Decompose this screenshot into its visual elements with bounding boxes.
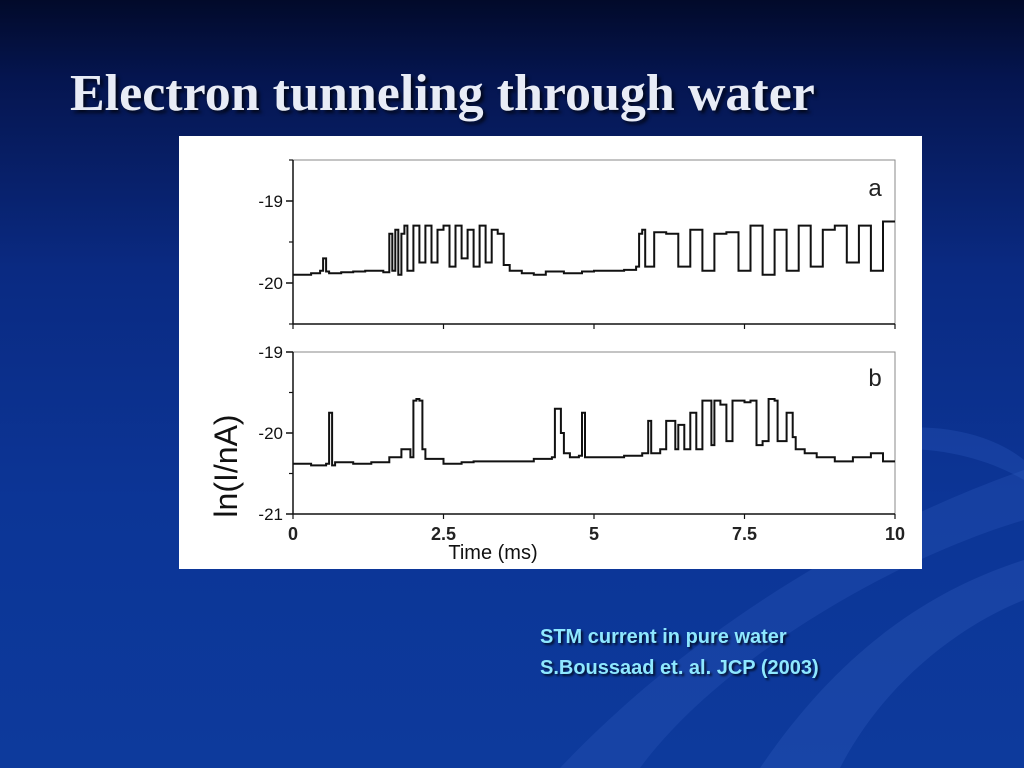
panel-a-ytick-label: -20: [258, 274, 283, 293]
panel-b-xtick-label: 10: [885, 524, 905, 544]
panel-a-trace: [293, 220, 895, 276]
panel-a-label: a: [868, 175, 882, 202]
x-axis-title: Time (ms): [448, 542, 537, 564]
panel-b-xtick-label: 2.5: [431, 524, 456, 544]
panel-b-label: b: [868, 365, 881, 392]
y-axis-title: ln(I/nA): [208, 414, 244, 517]
panel-a-frame: [292, 159, 896, 325]
panel-b-xtick-label: 7.5: [732, 524, 757, 544]
panel-b-ytick-label: -20: [258, 424, 283, 443]
stm-current-chart: -19 -20 a -19 -20 -21 0 2.5 5 7.5 10 b Time (ms) ln(I…: [208, 159, 905, 564]
caption-line-2: S.Boussaad et. al. JCP (2003): [540, 657, 819, 679]
panel-b-frame: [292, 351, 896, 515]
panel-b-ytick-label: -21: [258, 505, 283, 524]
panel-b-xtick-label: 5: [589, 524, 599, 544]
panel-b-ytick-label: -19: [258, 343, 283, 362]
figure-caption: STM current in pure water S.Boussaad et.…: [540, 622, 819, 684]
panel-a-ytick-label: -19: [258, 192, 283, 211]
caption-line-1: STM current in pure water: [540, 626, 787, 648]
slide-title: Electron tunneling through water: [70, 65, 815, 122]
panel-b-xtick-label: 0: [288, 524, 298, 544]
figure-panel: -19 -20 a -19 -20 -21 0 2.5 5 7.5 10 b Time (ms) ln(I…: [179, 136, 922, 569]
panel-b-trace: [293, 398, 895, 467]
